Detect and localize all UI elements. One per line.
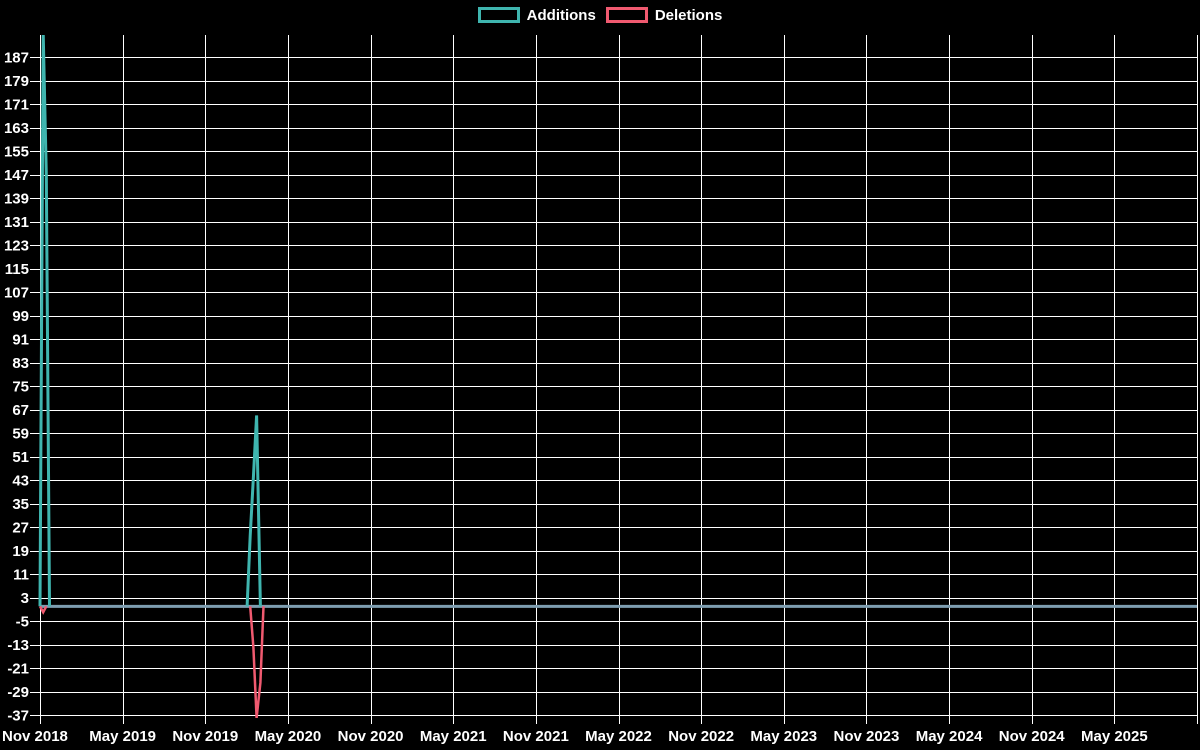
additions-legend-label: Additions xyxy=(526,6,596,24)
svg-text:May 2021: May 2021 xyxy=(420,728,487,745)
legend-item-additions[interactable]: Additions xyxy=(477,6,596,24)
svg-text:171: 171 xyxy=(4,97,29,114)
y-axis-labels: 187 179 171 163 155 147 139 131 123 115 107 99 91 83 7… xyxy=(4,50,29,725)
svg-text:3: 3 xyxy=(21,590,29,607)
svg-text:May 2019: May 2019 xyxy=(89,728,156,745)
svg-text:83: 83 xyxy=(12,355,29,372)
svg-text:Nov 2019: Nov 2019 xyxy=(172,728,238,745)
svg-text:51: 51 xyxy=(12,449,29,466)
svg-text:11: 11 xyxy=(13,567,29,584)
series-lines xyxy=(38,35,265,719)
svg-text:Nov 2023: Nov 2023 xyxy=(833,728,899,745)
svg-text:-13: -13 xyxy=(7,637,29,654)
legend-item-deletions[interactable]: Deletions xyxy=(605,6,723,24)
svg-text:Nov 2020: Nov 2020 xyxy=(338,728,404,745)
svg-text:Nov 2022: Nov 2022 xyxy=(668,728,734,745)
svg-text:Nov 2018: Nov 2018 xyxy=(2,728,68,745)
svg-text:75: 75 xyxy=(12,379,29,396)
svg-text:35: 35 xyxy=(12,496,29,513)
svg-text:115: 115 xyxy=(5,261,29,278)
svg-text:Nov 2021: Nov 2021 xyxy=(503,728,569,745)
svg-text:59: 59 xyxy=(12,426,29,443)
svg-text:27: 27 xyxy=(12,520,29,537)
svg-text:May 2023: May 2023 xyxy=(750,728,817,745)
svg-text:Nov 2024: Nov 2024 xyxy=(999,728,1066,745)
svg-text:May 2020: May 2020 xyxy=(255,728,322,745)
svg-text:163: 163 xyxy=(4,120,29,137)
svg-text:187: 187 xyxy=(4,50,29,67)
svg-text:-29: -29 xyxy=(7,684,29,701)
svg-text:-21: -21 xyxy=(7,661,29,678)
additions-line xyxy=(245,415,262,607)
deletions-legend-label: Deletions xyxy=(654,6,723,24)
additions-swatch-icon xyxy=(477,7,520,23)
svg-text:179: 179 xyxy=(4,73,29,90)
svg-text:19: 19 xyxy=(12,543,29,560)
svg-text:May 2025: May 2025 xyxy=(1081,728,1148,745)
horizontal-gridlines xyxy=(30,57,1197,716)
svg-text:155: 155 xyxy=(4,144,29,161)
svg-text:May 2024: May 2024 xyxy=(916,728,983,745)
svg-text:139: 139 xyxy=(4,191,29,208)
svg-text:131: 131 xyxy=(4,214,29,231)
svg-text:99: 99 xyxy=(12,308,29,325)
svg-text:-5: -5 xyxy=(16,614,29,631)
svg-text:67: 67 xyxy=(12,402,29,419)
chart-legend: Additions Deletions xyxy=(0,7,1200,23)
svg-text:-37: -37 xyxy=(7,708,29,725)
svg-text:123: 123 xyxy=(4,238,29,255)
additions-line xyxy=(38,35,51,607)
vertical-gridlines xyxy=(40,35,1198,724)
svg-text:May 2022: May 2022 xyxy=(585,728,652,745)
deletions-line xyxy=(248,606,265,719)
svg-text:91: 91 xyxy=(12,332,29,349)
svg-text:147: 147 xyxy=(4,167,29,184)
deletions-line xyxy=(38,605,48,615)
svg-text:43: 43 xyxy=(12,473,29,490)
deletions-swatch-icon xyxy=(605,7,648,23)
svg-text:107: 107 xyxy=(4,285,29,302)
x-axis-labels: Nov 2018 May 2019 Nov 2019 May 2020 Nov 2020… xyxy=(2,728,1148,745)
